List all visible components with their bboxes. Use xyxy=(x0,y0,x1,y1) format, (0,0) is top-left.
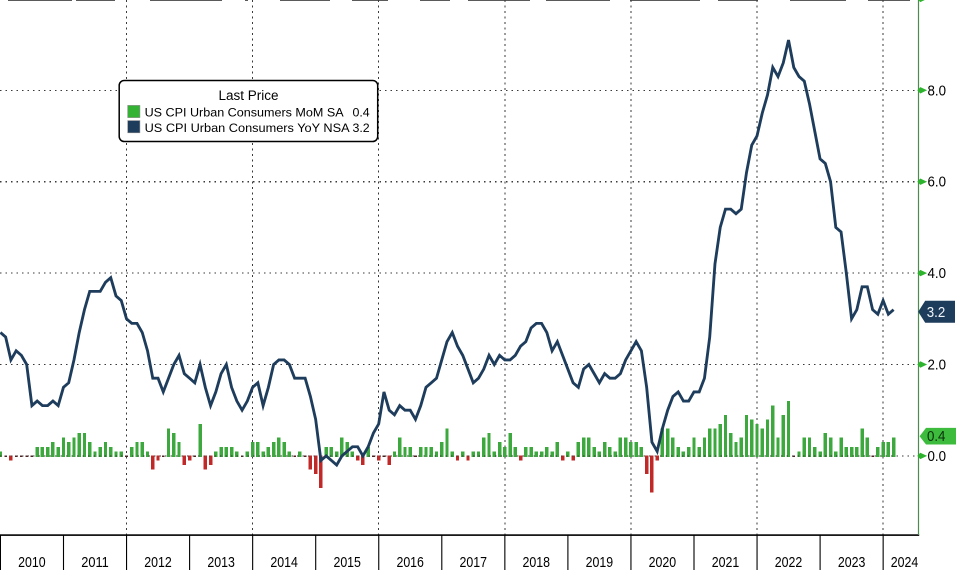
svg-text:0.4: 0.4 xyxy=(352,105,369,119)
svg-text:2017: 2017 xyxy=(460,554,488,570)
svg-text:2.0: 2.0 xyxy=(928,358,947,374)
svg-text:US CPI Urban Consumers MoM SA: US CPI Urban Consumers MoM SA xyxy=(145,105,345,119)
svg-text:2014: 2014 xyxy=(270,554,298,570)
svg-text:3.2: 3.2 xyxy=(927,305,946,321)
svg-text:2010: 2010 xyxy=(18,554,46,570)
svg-text:2024: 2024 xyxy=(891,554,919,570)
svg-text:2018: 2018 xyxy=(523,554,551,570)
svg-text:0.4: 0.4 xyxy=(927,429,946,445)
svg-text:2012: 2012 xyxy=(144,554,172,570)
svg-text:2020: 2020 xyxy=(649,554,677,570)
svg-text:2021: 2021 xyxy=(712,554,740,570)
svg-text:2013: 2013 xyxy=(207,554,235,570)
svg-text:2023: 2023 xyxy=(838,554,866,570)
svg-text:8.0: 8.0 xyxy=(928,83,947,99)
svg-text:Last Price: Last Price xyxy=(219,88,279,103)
svg-text:2011: 2011 xyxy=(81,554,109,570)
svg-text:US CPI Urban Consumers YoY NSA: US CPI Urban Consumers YoY NSA xyxy=(145,121,351,135)
svg-text:3.2: 3.2 xyxy=(352,121,369,135)
svg-text:2022: 2022 xyxy=(775,554,803,570)
svg-text:6.0: 6.0 xyxy=(928,175,947,191)
svg-text:2016: 2016 xyxy=(396,554,424,570)
svg-text:4.0: 4.0 xyxy=(928,266,947,282)
svg-text:2015: 2015 xyxy=(333,554,361,570)
svg-text:2019: 2019 xyxy=(586,554,614,570)
svg-text:0.0: 0.0 xyxy=(928,449,947,465)
